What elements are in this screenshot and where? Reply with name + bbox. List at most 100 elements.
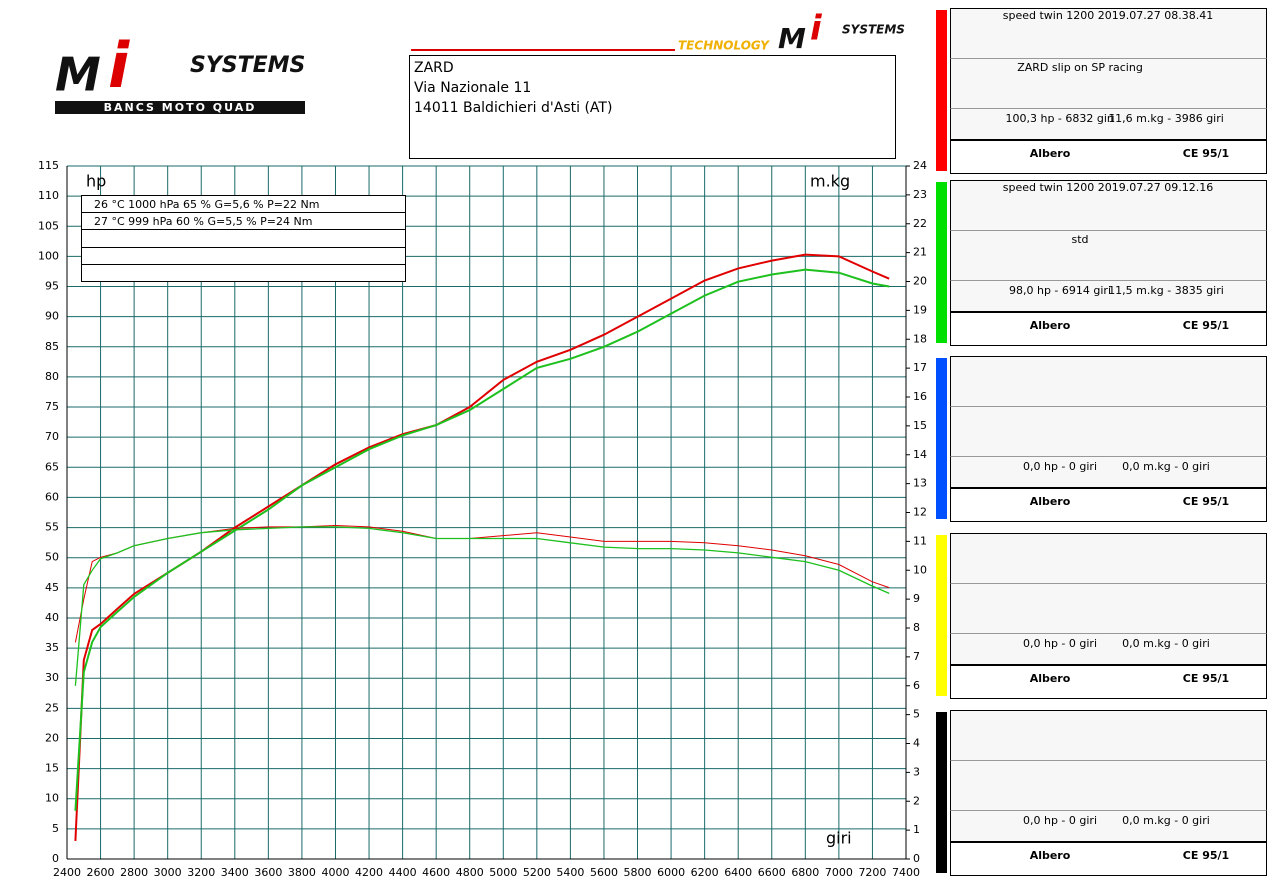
x-tick-label: 5800 (624, 866, 652, 879)
footer-bg (951, 141, 1266, 173)
x-tick-label: 7400 (892, 866, 920, 879)
x-tick-label: 6000 (657, 866, 685, 879)
plot: 2400 2600 2800 3000 3200 3400 3600 3800 4000 4200… (38, 159, 927, 879)
y-tick-label: 70 (45, 430, 59, 443)
panel-shaft: Albero (1030, 672, 1071, 685)
y2-tick-label: 18 (913, 332, 927, 345)
conditions-table: 26 °C 1000 hPa 65 % G=5,6 % P=22 Nm 27 °C… (81, 195, 406, 282)
x-tick-label: 5400 (556, 866, 584, 879)
result-panel: speed twin 1200 2019.07.27 09.12.16 std 98… (936, 180, 1267, 346)
y2-tick-label: 2 (913, 794, 920, 807)
y2-tick-label: 21 (913, 246, 927, 259)
x-tick-label: 5000 (489, 866, 517, 879)
color-bar (936, 535, 947, 696)
y-tick-label: 95 (45, 280, 59, 293)
x-tick-label: 2800 (120, 866, 148, 879)
panel-norm: CE 95/1 (1183, 495, 1229, 508)
x-tick-label: 2600 (87, 866, 115, 879)
y2-tick-label: 13 (913, 477, 927, 490)
panel-torque: 11,5 m.kg - 3835 giri (1108, 284, 1224, 297)
x-tick-label: 4000 (321, 866, 349, 879)
address-line: 14011 Baldichieri d'Asti (AT) (414, 100, 612, 116)
y2-tick-label: 19 (913, 303, 927, 316)
x-tick-label: 4200 (355, 866, 383, 879)
panel-hp: 0,0 hp - 0 giri (1023, 814, 1097, 827)
y-tick-label: 115 (38, 159, 59, 172)
y2-tick-label: 12 (913, 506, 927, 519)
logo-mark: i (108, 29, 130, 102)
footer-bg (951, 313, 1266, 345)
y-tick-label: 30 (45, 671, 59, 684)
address-line: ZARD (414, 60, 454, 76)
y-axis-label: hp (86, 172, 106, 191)
y-tick-label: 5 (52, 822, 59, 835)
y-tick-label: 50 (45, 551, 59, 564)
result-panel: 0,0 hp - 0 giri 0,0 m.kg - 0 giri Albero CE… (936, 533, 1267, 699)
footer-bg (951, 489, 1266, 521)
panel-hp: 100,3 hp - 6832 giri (1005, 112, 1114, 125)
y-tick-label: 40 (45, 611, 59, 624)
result-panel: 0,0 hp - 0 giri 0,0 m.kg - 0 giri Albero CE… (936, 356, 1267, 522)
x-tick-label: 6200 (691, 866, 719, 879)
logo-mark: M (55, 48, 101, 102)
x-tick-label: 5600 (590, 866, 618, 879)
panel-torque: 0,0 m.kg - 0 giri (1122, 814, 1210, 827)
conditions-row: 27 °C 999 hPa 60 % G=5,5 % P=24 Nm (94, 215, 312, 228)
logo-mark: M (778, 22, 806, 55)
series-line (74, 268, 890, 811)
y-tick-label: 85 (45, 340, 59, 353)
y-tick-label: 25 (45, 701, 59, 714)
y-tick-label: 10 (45, 792, 59, 805)
panel-shaft: Albero (1030, 495, 1071, 508)
series-line (74, 526, 890, 686)
logo-right: TECHNOLOGY M i SYSTEMS (411, 9, 905, 55)
y2-tick-label: 20 (913, 275, 927, 288)
y2-tick-label: 9 (913, 592, 920, 605)
y-tick-label: 65 (45, 460, 59, 473)
panel-shaft: Albero (1030, 147, 1071, 160)
y2-tick-label: 6 (913, 679, 920, 692)
x-tick-label: 6800 (791, 866, 819, 879)
panel-torque: 0,0 m.kg - 0 giri (1122, 637, 1210, 650)
logo-systems: SYSTEMS (190, 53, 305, 78)
x-tick-label: 3000 (154, 866, 182, 879)
address-box (409, 55, 896, 159)
x-tick-label: 4400 (389, 866, 417, 879)
x-tick-label: 3400 (221, 866, 249, 879)
x-tick-label: 5200 (523, 866, 551, 879)
footer-bg (951, 666, 1266, 698)
panel-shaft: Albero (1030, 319, 1071, 332)
panel-hp: 0,0 hp - 0 giri (1023, 460, 1097, 473)
color-bar (936, 358, 947, 519)
y-tick-label: 75 (45, 400, 59, 413)
y2-tick-label: 14 (913, 448, 927, 461)
address-line: Via Nazionale 11 (414, 80, 531, 96)
x-tick-label: 3800 (288, 866, 316, 879)
y2-tick-label: 7 (913, 650, 920, 663)
y2-tick-label: 0 (913, 852, 920, 865)
y2-axis-label: m.kg (810, 172, 850, 191)
series-line (74, 524, 890, 643)
y-tick-label: 110 (38, 189, 59, 202)
x-tick-label: 4800 (456, 866, 484, 879)
y-tick-label: 60 (45, 490, 59, 503)
panel-torque: 0,0 m.kg - 0 giri (1122, 460, 1210, 473)
x-axis-label: giri (826, 829, 852, 848)
panel-torque: 11,6 m.kg - 3986 giri (1108, 112, 1224, 125)
y-tick-label: 55 (45, 521, 59, 534)
series-line (74, 253, 890, 841)
y-tick-label: 105 (38, 219, 59, 232)
y2-tick-label: 5 (913, 708, 920, 721)
x-tick-label: 6400 (724, 866, 752, 879)
panel-shaft: Albero (1030, 849, 1071, 862)
color-bar (936, 10, 947, 171)
y-tick-label: 20 (45, 731, 59, 744)
y-tick-label: 35 (45, 641, 59, 654)
x-tick-label: 7000 (825, 866, 853, 879)
y2-tick-label: 24 (913, 159, 927, 172)
x-tick-label: 7200 (858, 866, 886, 879)
x-tick-label: 3600 (254, 866, 282, 879)
y2-tick-label: 1 (913, 823, 920, 836)
y2-tick-label: 3 (913, 765, 920, 778)
